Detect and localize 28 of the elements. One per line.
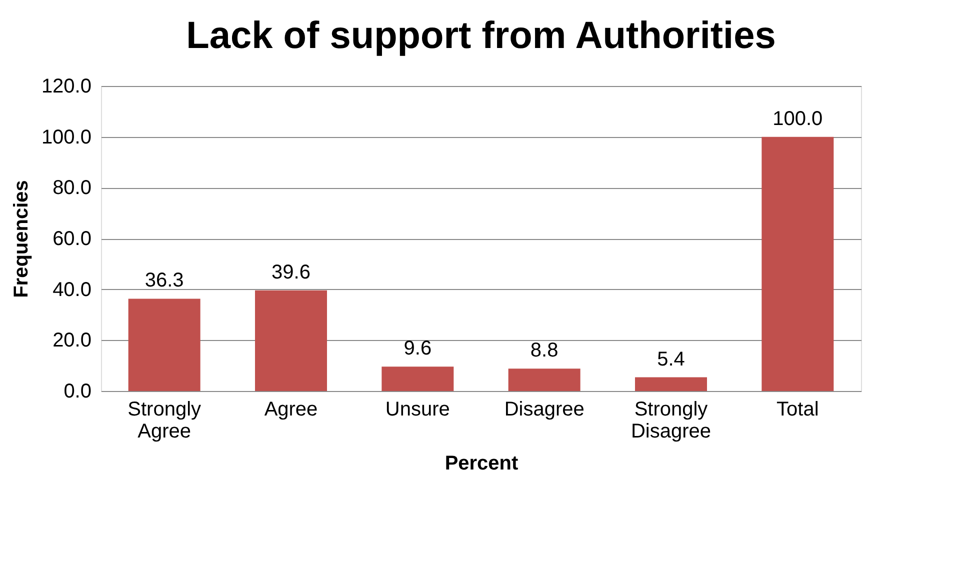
y-tick-label: 120.0 xyxy=(41,76,92,98)
x-tick-label: Unsure xyxy=(385,398,450,420)
y-axis-title: Frequencies xyxy=(10,180,32,298)
x-tick-label: Agree xyxy=(264,398,318,420)
y-tick-label: 60.0 xyxy=(52,228,92,250)
data-label: 36.3 xyxy=(144,270,184,292)
bar xyxy=(508,368,580,391)
x-tick-label: Strongly Disagree xyxy=(630,398,712,442)
y-tick-label: 80.0 xyxy=(52,177,92,200)
x-tick-label: Disagree xyxy=(504,398,584,420)
x-tick-label: Strongly Agree xyxy=(128,398,202,442)
bar xyxy=(255,290,327,391)
data-label: 8.8 xyxy=(530,340,558,362)
y-tick-label: 40.0 xyxy=(52,278,92,301)
data-label: 39.6 xyxy=(272,261,310,284)
data-label: 5.4 xyxy=(657,348,685,370)
y-tick-label: 100.0 xyxy=(41,126,92,148)
data-label: 9.6 xyxy=(404,338,432,360)
y-tick-label: 20.0 xyxy=(52,330,92,352)
data-label: 100.0 xyxy=(772,108,823,130)
bar xyxy=(762,136,834,391)
y-tick-label: 0.0 xyxy=(64,380,92,402)
x-tick-label: Total xyxy=(776,398,819,420)
chart-title: Lack of support from Authorities xyxy=(186,15,776,57)
bar xyxy=(128,298,200,391)
x-axis-title: Percent xyxy=(444,452,519,474)
bar xyxy=(635,377,707,391)
bar xyxy=(382,366,454,391)
